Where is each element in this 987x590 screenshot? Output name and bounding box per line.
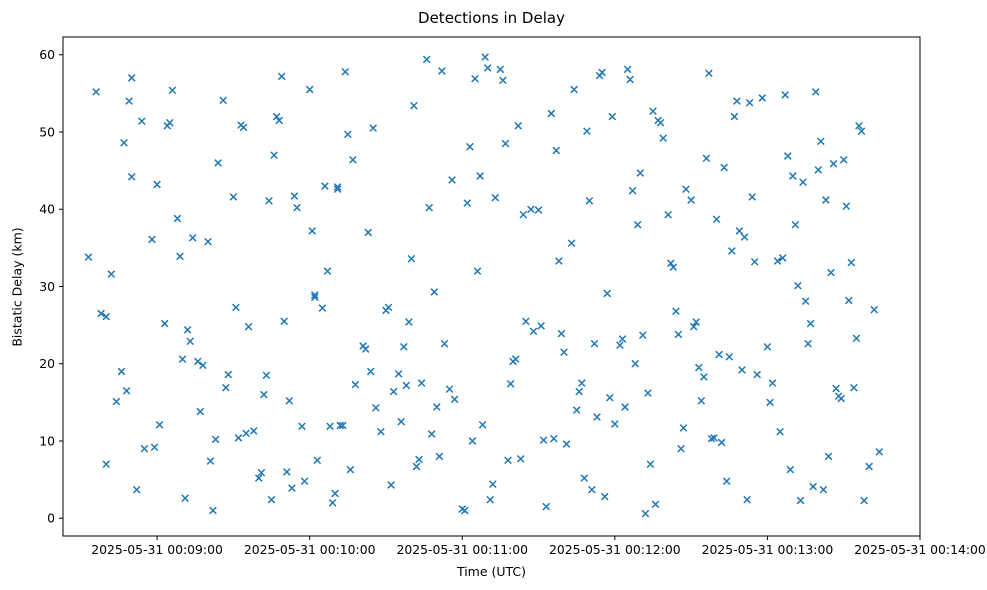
- y-tick-label: 50: [39, 124, 55, 139]
- x-tick-label: 2025-05-31 00:09:00: [91, 542, 223, 557]
- y-tick-label: 20: [39, 356, 55, 371]
- detection-x-markers: [84, 53, 884, 518]
- x-tick-label: 2025-05-31 00:14:00: [854, 542, 986, 557]
- y-tick-label: 40: [39, 202, 55, 217]
- y-tick-label: 10: [39, 433, 55, 448]
- x-tick-label: 2025-05-31 00:10:00: [244, 542, 376, 557]
- y-tick-label: 0: [47, 511, 55, 526]
- chart-title: Detections in Delay: [418, 9, 565, 27]
- x-tick-label: 2025-05-31 00:13:00: [702, 542, 834, 557]
- x-tick-label: 2025-05-31 00:11:00: [396, 542, 528, 557]
- axes-spines: [62, 36, 921, 537]
- y-tick-label: 30: [39, 279, 55, 294]
- x-tick-label: 2025-05-31 00:12:00: [549, 542, 681, 557]
- x-axis-label: Time (UTC): [456, 564, 527, 579]
- y-tick-label: 60: [39, 47, 55, 62]
